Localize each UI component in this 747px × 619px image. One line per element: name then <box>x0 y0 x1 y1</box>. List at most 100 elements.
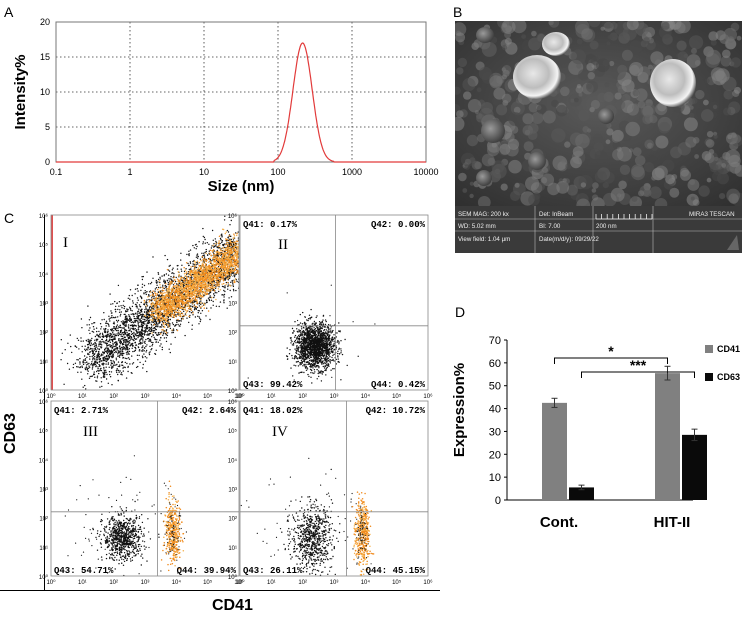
flow-xtick-label: 10⁶ <box>423 579 433 586</box>
flow-ytick-label: 10⁴ <box>228 457 238 464</box>
dls-xtick-label: 1 <box>127 167 132 177</box>
flow-ytick-label: 10⁶ <box>228 213 238 220</box>
flow-ytick-label: 10⁶ <box>39 399 49 406</box>
bar-cd41-1 <box>655 373 680 500</box>
flow-ytick-label: 10³ <box>228 488 237 494</box>
bar-ylabel: Expression% <box>451 363 468 457</box>
bar-cd63-0 <box>569 487 594 500</box>
flow-xtick-label: 10⁵ <box>392 579 402 586</box>
panel-label-c: C <box>4 210 15 226</box>
flow-xtick-label: 10⁵ <box>203 579 213 586</box>
flow-plot-roman-label: III <box>83 424 98 440</box>
bar-ytick-label: 40 <box>489 404 501 416</box>
flow-q44-label: Q44: 39.94% <box>177 566 237 576</box>
flow-q41-label: Q41: 2.71% <box>54 406 109 416</box>
sem-mag: SEM MAG: 200 kx <box>458 211 510 218</box>
dls-ytick-label: 5 <box>45 122 50 132</box>
flow-ytick-label: 10⁰ <box>228 574 238 581</box>
flow-xlabel: CD41 <box>212 597 253 614</box>
dls-ytick-label: 0 <box>45 157 50 167</box>
sem-vesicle-3 <box>650 59 696 107</box>
flow-xtick-label: 10¹ <box>78 580 87 586</box>
sem-scale-bar <box>595 214 653 220</box>
flow-ytick-label: 10⁶ <box>39 213 49 220</box>
flow-q43-label: Q43: 54.71% <box>54 566 114 576</box>
sem-view-field: View field: 1.04 μm <box>458 236 510 243</box>
flow-plot-roman-label: I <box>63 235 68 251</box>
flow-xtick-label: 10⁰ <box>46 579 56 586</box>
flow-xtick-label: 10³ <box>330 580 339 586</box>
sem-scale-label: 200 nm <box>596 223 617 230</box>
sem-vesicle-4 <box>481 119 505 143</box>
flow-y-axis-line <box>44 215 45 590</box>
flow-xtick-label: 10⁴ <box>361 579 371 586</box>
flow-ytick-label: 10⁰ <box>39 574 49 581</box>
legend-swatch-cd63 <box>705 373 713 381</box>
flow-ytick-label: 10³ <box>39 488 48 494</box>
panel-label-d: D <box>455 304 466 320</box>
sem-vesicle-8 <box>476 27 494 43</box>
flow-xtick-label: 10² <box>298 580 307 586</box>
flow-ytick-label: 10⁶ <box>228 399 238 406</box>
sem-det: Det: InBeam <box>539 211 573 218</box>
significance-star-cd41: * <box>608 343 614 359</box>
flow-xtick-label: 10⁴ <box>172 579 182 586</box>
bar-category-label-hit: HIT-II <box>654 514 691 531</box>
flow-xtick-label: 10⁴ <box>361 393 371 400</box>
flow-xtick-label: 10² <box>109 394 118 400</box>
flow-ytick-label: 10¹ <box>228 360 237 366</box>
flow-xtick-label: 10¹ <box>267 394 276 400</box>
flow-q41-label: Q41: 0.17% <box>243 220 298 230</box>
flow-ytick-label: 10³ <box>228 302 237 308</box>
bar-ytick-label: 60 <box>489 358 501 370</box>
flow-plot-frame <box>50 214 240 391</box>
sem-bi: BI: 7.00 <box>539 223 561 230</box>
dls-xtick-label: 0.1 <box>50 167 63 177</box>
flow-xtick-label: 10³ <box>141 580 150 586</box>
flow-ytick-label: 10² <box>39 517 48 523</box>
bar-ytick-label: 70 <box>489 335 501 347</box>
sem-logo-corner <box>727 235 739 250</box>
dls-ytick-label: 20 <box>40 17 50 27</box>
sem-vesicle-2 <box>542 32 570 56</box>
bar-cd63-1 <box>682 434 707 500</box>
flow-q43-label: Q43: 99.42% <box>243 380 303 390</box>
flow-plot-frame <box>239 400 429 577</box>
flow-ytick-label: 10² <box>228 517 237 523</box>
flow-ytick-label: 10⁴ <box>39 271 49 278</box>
flow-xtick-label: 10² <box>109 580 118 586</box>
bar-category-label-cont: Cont. <box>540 514 578 531</box>
flow-ytick-label: 10¹ <box>39 360 48 366</box>
sem-vesicle-5 <box>528 152 546 170</box>
bar-ytick-label: 30 <box>489 426 501 438</box>
flow-xtick-label: 10¹ <box>267 580 276 586</box>
legend-swatch-cd41 <box>705 345 713 353</box>
flow-xtick-label: 10¹ <box>78 394 87 400</box>
flow-plot-roman-label: II <box>278 237 288 253</box>
flow-plot-frame <box>50 400 240 577</box>
flow-xtick-label: 10³ <box>330 394 339 400</box>
flow-q42-label: Q42: 10.72% <box>366 406 426 416</box>
flow-x-axis-line <box>0 590 440 591</box>
flow-ytick-label: 10⁵ <box>228 428 238 435</box>
flow-cytometry-plots: 10⁰10⁰10¹10¹10²10²10³10³10⁴10⁴10⁵10⁵10⁶1… <box>39 213 433 586</box>
dls-xtick-label: 100 <box>270 167 285 177</box>
dls-xlabel: Size (nm) <box>208 178 275 195</box>
flow-xtick-label: 10³ <box>141 394 150 400</box>
flow-q44-label: Q44: 45.15% <box>366 566 426 576</box>
flow-xtick-label: 10⁰ <box>235 393 245 400</box>
flow-ytick-label: 10³ <box>39 302 48 308</box>
flow-ytick-label: 10⁵ <box>39 242 49 249</box>
sem-wd: WD: 5.02 mm <box>458 223 496 230</box>
legend-label-cd63: CD63 <box>717 372 740 382</box>
bar-ytick-label: 50 <box>489 381 501 393</box>
bar-ytick-label: 10 <box>489 472 501 484</box>
dls-xtick-label: 10000 <box>413 167 438 177</box>
flow-q41-label: Q41: 18.02% <box>243 406 303 416</box>
dls-ylabel: Intensity% <box>12 54 29 129</box>
legend-label-cd41: CD41 <box>717 344 740 354</box>
panel-label-a: A <box>4 4 14 20</box>
flow-q44-label: Q44: 0.42% <box>371 380 426 390</box>
dls-ytick-label: 15 <box>40 52 50 62</box>
